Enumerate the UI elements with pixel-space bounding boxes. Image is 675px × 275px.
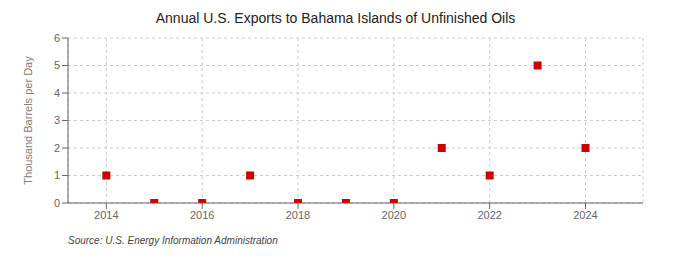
svg-text:0: 0 <box>54 197 60 209</box>
svg-text:4: 4 <box>54 87 60 99</box>
svg-text:2016: 2016 <box>190 209 214 221</box>
html-text:Annual U.S. Exports to Bahama: Annual U.S. Exports to Bahama Islands of… <box>155 10 516 26</box>
svg-text:2022: 2022 <box>477 209 501 221</box>
svg-text:2014: 2014 <box>94 209 118 221</box>
svg-text:Thousand Barrels per Day: Thousand Barrels per Day <box>22 56 34 185</box>
svg-text:3: 3 <box>54 114 60 126</box>
html-text:Source: U.S. Energy Informatio: Source: U.S. Energy Information Administ… <box>68 235 278 246</box>
svg-text:2018: 2018 <box>286 209 310 221</box>
svg-text:2024: 2024 <box>573 209 597 221</box>
svg-text:5: 5 <box>54 59 60 71</box>
svg-text:2: 2 <box>54 142 60 154</box>
svg-text:2020: 2020 <box>382 209 406 221</box>
svg-text:6: 6 <box>54 32 60 44</box>
svg-text:1: 1 <box>54 169 60 181</box>
